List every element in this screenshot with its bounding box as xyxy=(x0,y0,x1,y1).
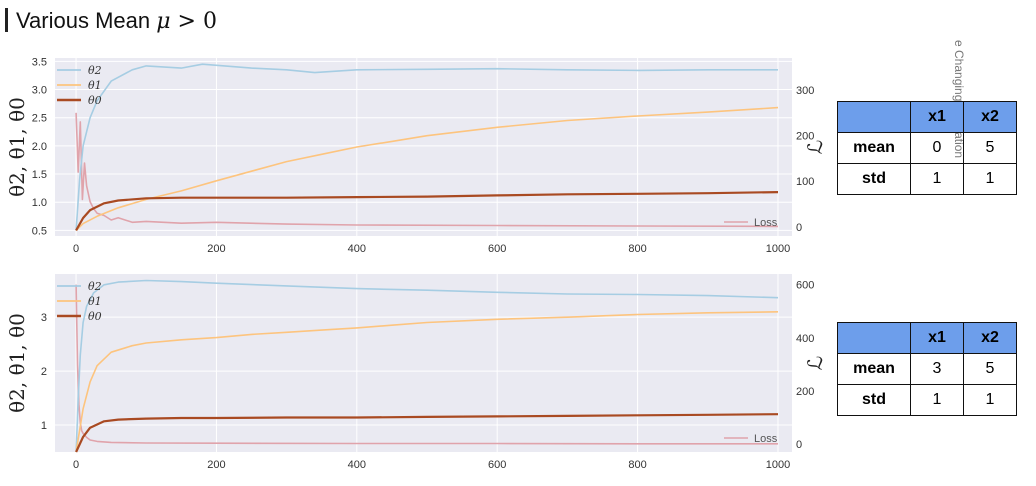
table-cell: 1 xyxy=(910,384,964,416)
series-line-theta1 xyxy=(75,311,779,453)
table-row-label: mean xyxy=(837,353,911,385)
y-tick-label: 2.0 xyxy=(32,141,47,153)
table-cell: 3 xyxy=(910,353,964,385)
y-tick-label: 3 xyxy=(41,312,47,324)
table-cell: 1 xyxy=(963,163,1017,195)
table-corner xyxy=(837,322,911,354)
y2-tick-label: 0 xyxy=(796,222,802,234)
y-tick-label: 2 xyxy=(41,366,47,378)
y2-tick-label: 600 xyxy=(796,280,814,292)
stats-table-bottom: x1 x2 mean 3 5 std 1 1 xyxy=(837,322,1017,416)
series-line-loss xyxy=(75,112,779,228)
plot-area xyxy=(55,58,792,236)
y2-tick-label: 300 xyxy=(796,85,814,97)
top-theta-chart: 0 200 400 600 800 1000 0.5 1.0 1.5 2.0 2.5 3.0 3.5 0 1… xyxy=(5,56,827,255)
y-tick-label: 3.0 xyxy=(32,85,47,97)
x-tick-label: 0 xyxy=(73,243,79,255)
table-row: std 1 1 xyxy=(837,384,1017,416)
table-row-label: std xyxy=(837,163,911,195)
stats-table-top: x1 x2 mean 0 5 std 1 1 xyxy=(837,101,1017,195)
x-tick-label: 800 xyxy=(628,459,646,471)
x-tick-label: 1000 xyxy=(766,243,790,255)
y2-tick-label: 0 xyxy=(796,439,802,451)
legend-label: θ0 xyxy=(88,310,102,323)
x-tick-label: 400 xyxy=(348,243,366,255)
series-line-theta2 xyxy=(75,279,779,453)
y-tick-label: 2.5 xyxy=(32,113,47,125)
table-cell: 0 xyxy=(910,132,964,164)
series-line-theta0 xyxy=(75,413,779,453)
table-col-header: x1 xyxy=(910,322,964,354)
table-col-header: x2 xyxy=(963,101,1017,133)
table-corner xyxy=(837,101,911,133)
series-line-theta1 xyxy=(75,106,779,231)
legend-label: θ2 xyxy=(88,280,102,293)
y2-tick-label: 100 xyxy=(796,176,814,188)
legend-label: θ2 xyxy=(88,64,102,77)
table-cell: 1 xyxy=(963,384,1017,416)
table-row: mean 3 5 xyxy=(837,353,1017,385)
y-tick-label: 1.0 xyxy=(32,197,47,209)
page-title: Various Mean μ > 0 xyxy=(16,8,217,34)
x-tick-label: 200 xyxy=(207,459,225,471)
y2-tick-label: 200 xyxy=(796,386,814,398)
table-row-label: std xyxy=(837,384,911,416)
y-tick-label: 1.5 xyxy=(32,169,47,181)
x-tick-label: 800 xyxy=(628,243,646,255)
y-axis-label: θ2, θ1, θ0 xyxy=(5,313,29,413)
series-line-theta2 xyxy=(75,63,778,231)
series-line-theta0 xyxy=(75,191,779,231)
y2-tick-label: 200 xyxy=(796,131,814,143)
legend-label: θ1 xyxy=(88,295,102,308)
legend-label-loss: Loss xyxy=(754,217,778,229)
series-line-loss xyxy=(75,284,778,445)
table-cell: 1 xyxy=(910,163,964,195)
y-tick-label: 1 xyxy=(41,420,47,432)
x-tick-label: 200 xyxy=(207,243,225,255)
plot-area xyxy=(55,274,792,452)
y-axis-label: θ2, θ1, θ0 xyxy=(5,97,29,197)
y2-tick-label: 400 xyxy=(796,333,814,345)
legend-label: θ1 xyxy=(88,79,102,92)
y2-axis-label: ℒ xyxy=(803,140,827,154)
y2-axis-label: ℒ xyxy=(803,356,827,370)
table-cell: 5 xyxy=(963,132,1017,164)
x-tick-label: 600 xyxy=(488,459,506,471)
x-tick-label: 0 xyxy=(73,459,79,471)
x-tick-label: 400 xyxy=(348,459,366,471)
legend-label-loss: Loss xyxy=(754,433,778,445)
title-accent-bar xyxy=(5,8,8,32)
table-row-label: mean xyxy=(837,132,911,164)
table-header-row: x1 x2 xyxy=(837,322,1017,354)
table-row: mean 0 5 xyxy=(837,132,1017,164)
table-row: std 1 1 xyxy=(837,163,1017,195)
legend-label: θ0 xyxy=(88,94,102,107)
table-header-row: x1 x2 xyxy=(837,101,1017,133)
y-tick-label: 0.5 xyxy=(32,225,47,237)
table-col-header: x1 xyxy=(910,101,964,133)
y-tick-label: 3.5 xyxy=(32,56,47,68)
table-col-header: x2 xyxy=(963,322,1017,354)
x-tick-label: 1000 xyxy=(766,459,790,471)
bottom-theta-chart: 0 200 400 600 800 1000 1 2 3 0 200 400 600 θ2, θ1, θ0… xyxy=(5,274,827,471)
x-tick-label: 600 xyxy=(488,243,506,255)
table-cell: 5 xyxy=(963,353,1017,385)
